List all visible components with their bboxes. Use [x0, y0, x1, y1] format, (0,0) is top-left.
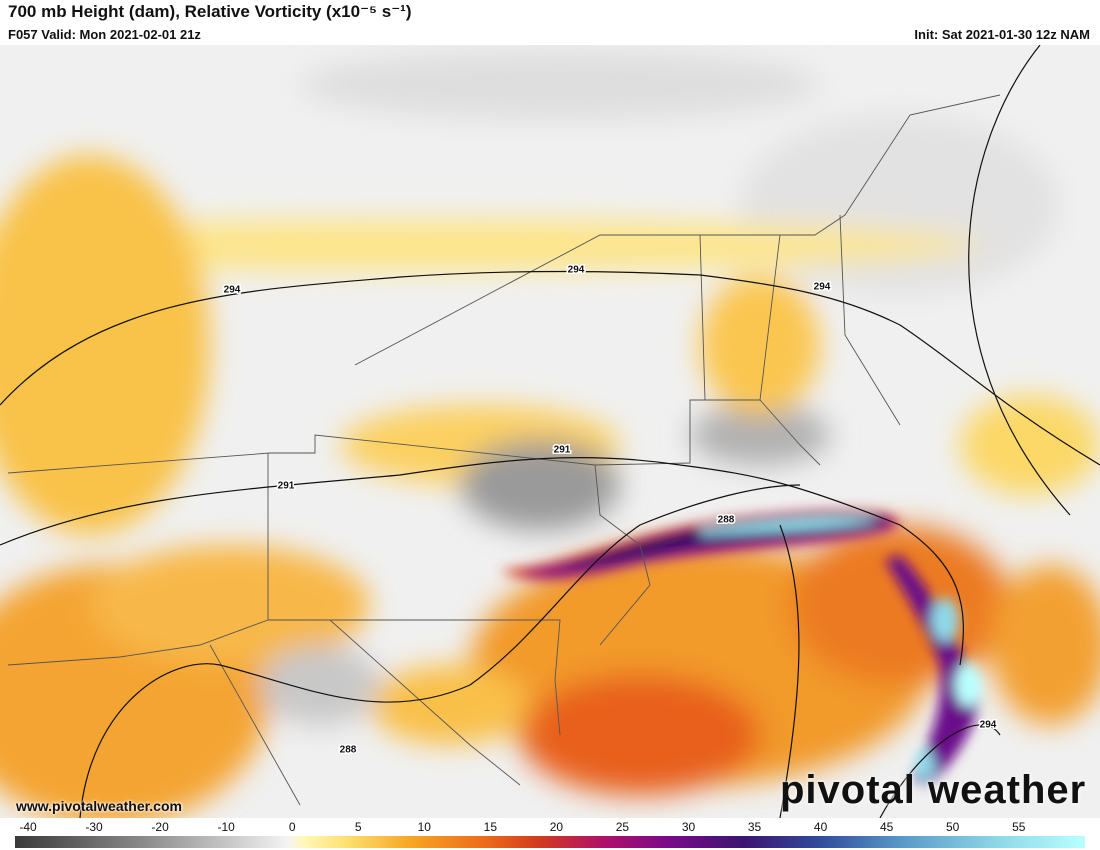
colorbar-tick-label: 50	[946, 820, 960, 834]
band	[700, 517, 880, 535]
boundary	[7, 399, 821, 474]
contour-label: 294	[224, 285, 241, 296]
colorbar-tick-label: -20	[151, 820, 169, 834]
contour-label: 294	[980, 720, 997, 731]
colorbar-tick-label: 5	[354, 820, 362, 834]
colorbar-tick-label: 35	[747, 820, 762, 834]
colorbar-tick-label: 40	[813, 820, 828, 834]
boundary	[267, 453, 561, 736]
shade	[260, 645, 380, 725]
colorbar-tick-label: 25	[615, 820, 630, 834]
boundary	[7, 619, 521, 806]
contour-label: 291	[278, 481, 295, 492]
shade	[300, 50, 820, 120]
map-title: 700 mb Height (dam), Relative Vorticity …	[8, 2, 412, 21]
shade	[90, 545, 370, 665]
band	[885, 555, 980, 785]
band	[915, 749, 935, 781]
colorbar-tick-label: -30	[85, 820, 103, 834]
contour-label: 288	[340, 745, 357, 756]
shade	[990, 565, 1100, 725]
colorbar-tick-label: 45	[879, 820, 894, 834]
shade	[700, 275, 820, 415]
shade	[690, 405, 830, 465]
vorticity-max	[500, 509, 981, 785]
colorbar	[15, 836, 1085, 848]
contour	[0, 456, 964, 666]
shade	[520, 675, 760, 795]
shade	[960, 395, 1100, 495]
height-contours	[0, 45, 1100, 818]
colorbar-tick-label: -10	[217, 820, 235, 834]
shade	[370, 665, 530, 745]
shade	[0, 155, 210, 535]
map: 294 294 294 291 291 288 288 294	[0, 45, 1100, 818]
boundary	[699, 214, 901, 426]
colorbar-tick-label: 55	[1012, 820, 1026, 834]
boundary	[594, 464, 651, 646]
shade	[790, 525, 1010, 685]
shade	[740, 115, 1060, 295]
contour-label: 294	[568, 265, 585, 276]
boundary	[354, 94, 1001, 366]
band	[955, 663, 981, 707]
init-time: Init: Sat 2021-01-30 12z NAM	[914, 27, 1090, 42]
colorbar-tick-label: 10	[417, 820, 431, 834]
colorbar-tick-label: 30	[681, 820, 696, 834]
website: www.pivotalweather.com	[16, 798, 182, 814]
valid-time: F057 Valid: Mon 2021-02-01 21z	[8, 27, 201, 42]
band	[931, 598, 959, 642]
boundaries	[7, 94, 1001, 806]
contour-label: 291	[554, 445, 571, 456]
contour	[0, 270, 1100, 466]
colorbar-tick-label: 0	[288, 820, 296, 834]
shade	[0, 219, 980, 271]
colorbar-tick-label: -40	[19, 820, 37, 834]
contour	[79, 484, 801, 818]
logo: pivotal weather	[780, 768, 1087, 812]
colorbar-tick-label: 15	[483, 820, 498, 834]
colorbar-tick-label: 20	[549, 820, 564, 834]
contour-label: 288	[718, 515, 735, 526]
contour	[779, 45, 1071, 818]
contour-label: 294	[814, 282, 831, 293]
